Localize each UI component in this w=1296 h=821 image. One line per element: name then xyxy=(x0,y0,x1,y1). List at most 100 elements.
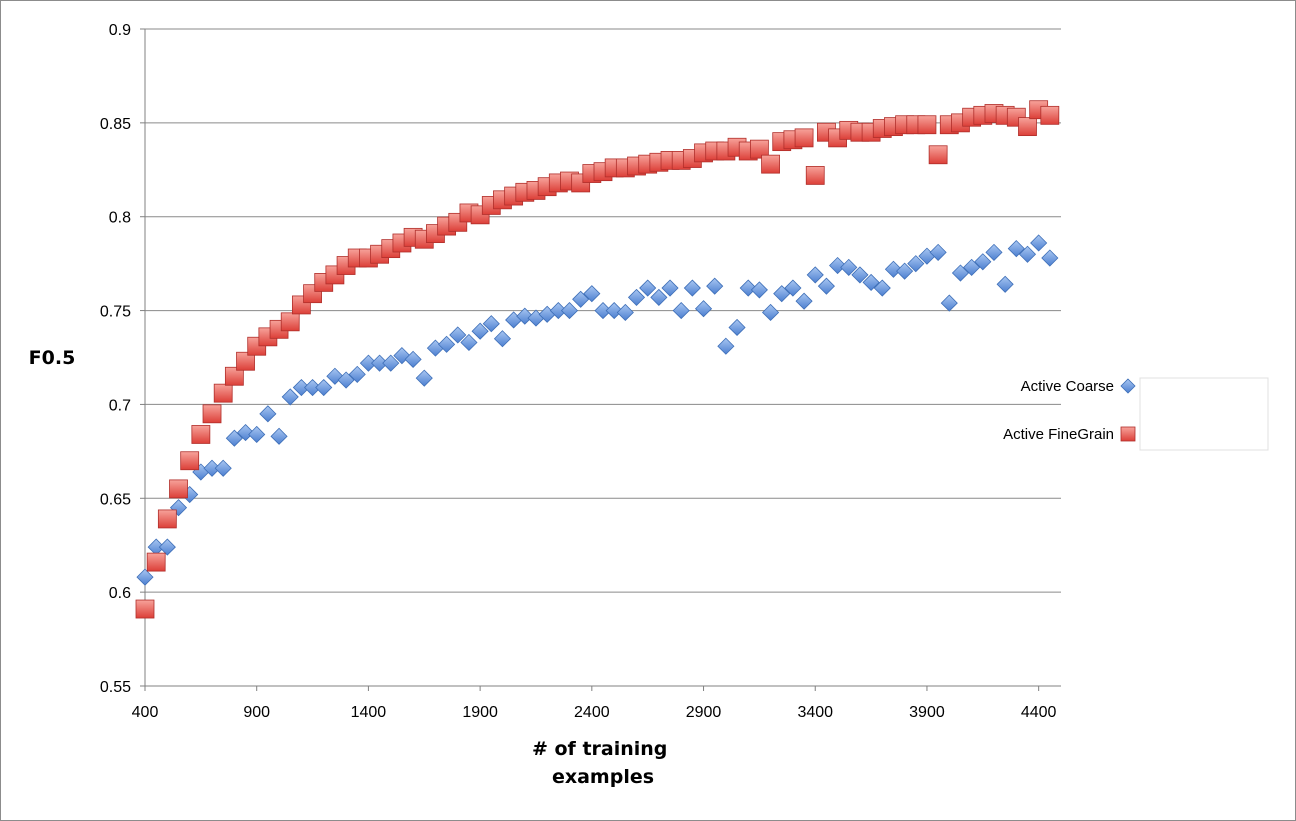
point-active-finegrain xyxy=(236,351,255,371)
point-active-coarse xyxy=(896,262,914,280)
point-active-finegrain xyxy=(169,479,188,499)
point-active-coarse xyxy=(985,243,1003,261)
gridlines xyxy=(140,28,1061,691)
point-active-coarse xyxy=(672,302,690,320)
y-axis-title: F0.5 xyxy=(29,347,76,369)
x-axis-title-line-2: examples xyxy=(552,766,654,788)
point-active-finegrain xyxy=(146,552,166,572)
point-active-coarse xyxy=(806,266,824,284)
x-tick-label: 1900 xyxy=(462,704,498,721)
point-active-coarse xyxy=(382,354,400,372)
point-active-coarse xyxy=(583,285,601,303)
point-active-coarse xyxy=(404,350,422,368)
point-active-coarse xyxy=(951,264,970,282)
x-tick-label: 4400 xyxy=(1021,704,1057,721)
point-active-coarse xyxy=(974,253,992,271)
y-tick-labels: 0.55 0.6 0.65 0.7 0.75 0.8 0.85 0.9 xyxy=(100,22,131,696)
legend-diamond-marker xyxy=(1120,378,1136,394)
point-active-coarse xyxy=(1030,234,1048,252)
point-active-finegrain xyxy=(135,599,155,619)
point-active-coarse xyxy=(750,281,768,299)
y-tick-label: 0.65 xyxy=(100,491,131,508)
x-tick-label: 400 xyxy=(132,704,159,721)
point-active-coarse xyxy=(627,288,646,306)
point-active-coarse xyxy=(817,277,835,295)
x-axis-title-line-1: # of training xyxy=(532,738,667,760)
y-tick-label: 0.8 xyxy=(109,210,131,227)
point-active-coarse xyxy=(873,279,891,297)
point-active-finegrain xyxy=(805,166,825,185)
x-tick-label: 900 xyxy=(243,704,270,721)
point-active-coarse xyxy=(248,425,266,444)
y-tick-label: 0.75 xyxy=(100,304,131,321)
point-active-coarse xyxy=(337,371,355,389)
point-active-coarse xyxy=(884,260,903,278)
point-active-coarse xyxy=(236,424,255,442)
point-active-coarse xyxy=(281,388,299,406)
point-active-coarse xyxy=(438,335,456,353)
point-active-coarse xyxy=(639,279,657,297)
x-axis-title: # of training examples xyxy=(532,738,674,788)
point-active-coarse xyxy=(963,258,981,276)
legend-label-active-coarse: Active Coarse xyxy=(1021,378,1114,395)
point-active-coarse xyxy=(1018,245,1037,263)
point-active-coarse xyxy=(415,369,433,387)
point-active-coarse xyxy=(728,318,746,337)
point-active-finegrain xyxy=(749,139,769,159)
point-active-finegrain xyxy=(928,145,948,165)
point-active-coarse xyxy=(169,499,188,517)
point-active-coarse xyxy=(761,303,780,322)
legend-square-marker xyxy=(1120,426,1136,442)
point-active-coarse xyxy=(706,277,724,295)
point-active-coarse xyxy=(862,273,880,291)
point-active-coarse xyxy=(605,302,623,320)
y-tick-label: 0.85 xyxy=(100,116,131,133)
legend: Active Coarse Active FineGrain xyxy=(1003,377,1269,451)
point-active-finegrain xyxy=(180,451,200,471)
point-active-coarse xyxy=(694,300,713,318)
y-tick-label: 0.7 xyxy=(109,397,131,414)
point-active-finegrain xyxy=(224,366,244,386)
point-active-coarse xyxy=(929,243,947,261)
point-active-coarse xyxy=(460,333,478,352)
x-tick-label: 2900 xyxy=(686,704,722,721)
data-points xyxy=(135,100,1060,619)
point-active-coarse xyxy=(683,279,701,297)
point-active-finegrain xyxy=(794,128,814,148)
point-active-coarse xyxy=(907,255,925,273)
point-active-coarse xyxy=(996,275,1014,293)
point-active-coarse xyxy=(661,279,679,297)
x-tick-labels: 400 900 1400 1900 2400 2900 3400 3900 4400 xyxy=(132,704,1057,721)
point-active-coarse xyxy=(829,256,847,275)
point-active-coarse xyxy=(717,337,735,355)
point-active-finegrain xyxy=(191,425,211,444)
x-tick-label: 1400 xyxy=(351,704,387,721)
point-active-finegrain xyxy=(1040,105,1060,125)
point-active-finegrain xyxy=(280,312,300,332)
point-active-coarse xyxy=(940,294,958,312)
point-active-coarse xyxy=(784,279,802,297)
point-active-coarse xyxy=(840,258,858,276)
y-tick-label: 0.9 xyxy=(109,22,131,39)
point-active-coarse xyxy=(1007,240,1025,258)
x-tick-label: 3900 xyxy=(909,704,945,721)
x-tick-label: 3400 xyxy=(797,704,833,721)
point-active-coarse xyxy=(471,322,489,340)
point-active-finegrain xyxy=(761,154,780,174)
legend-marker-active-finegrain xyxy=(1120,426,1136,442)
point-active-coarse xyxy=(493,330,512,348)
point-active-coarse xyxy=(572,290,590,308)
point-active-coarse xyxy=(795,292,813,310)
point-active-finegrain xyxy=(917,115,937,135)
point-active-coarse xyxy=(516,307,534,325)
point-active-coarse xyxy=(616,303,634,322)
point-active-finegrain xyxy=(213,383,233,403)
point-active-coarse xyxy=(650,288,668,306)
point-active-coarse xyxy=(214,459,232,477)
legend-box xyxy=(1139,377,1269,451)
point-active-coarse xyxy=(773,285,791,303)
x-tick-label: 2400 xyxy=(574,704,610,721)
point-active-finegrain xyxy=(1018,117,1037,137)
point-active-coarse xyxy=(270,427,288,445)
